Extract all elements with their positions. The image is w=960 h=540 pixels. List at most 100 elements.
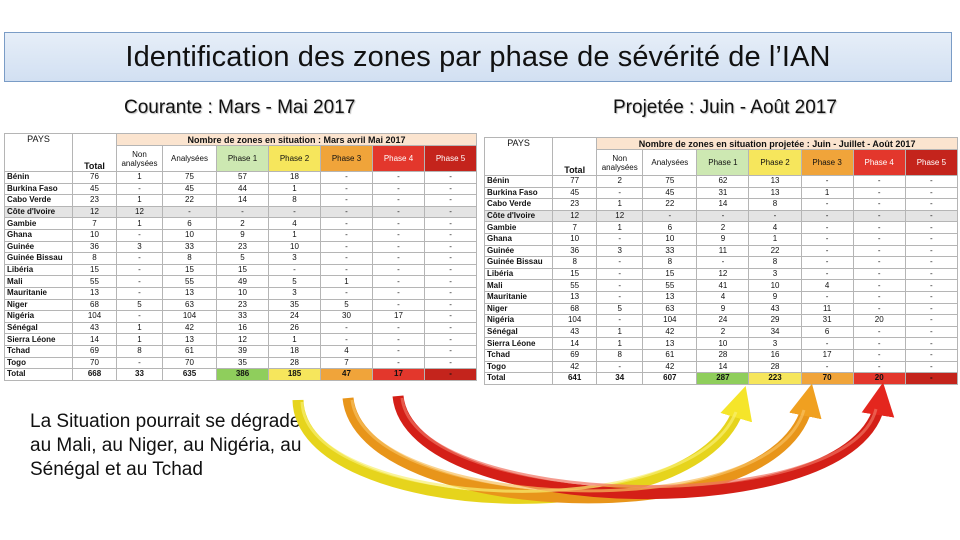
cell-value: - — [423, 182, 478, 196]
cell-value: 13 — [748, 186, 802, 200]
country-name: Guinée — [4, 240, 73, 254]
cell-value: 23 — [72, 194, 117, 207]
cell-value: - — [423, 217, 478, 230]
country-name: Ghana — [483, 232, 554, 246]
arrow-phase2 — [292, 386, 753, 504]
cell-value: - — [904, 198, 959, 211]
table-row: Burkina Faso 45-45 44 1- - - — [4, 182, 478, 196]
cell-value: - — [904, 232, 959, 246]
cell-value: - — [423, 205, 478, 219]
table-row: Mauritanie 13-13 4 9- - - — [483, 290, 959, 304]
table-row: Cabo Verde 23 1 22 14 8- - - — [4, 194, 478, 207]
cell-value: - — [320, 194, 373, 207]
cell-value: 1 — [596, 221, 644, 234]
total-value: - — [904, 372, 959, 385]
total-value: - — [423, 368, 478, 381]
cell-value: - — [423, 194, 478, 207]
table-row: Nigéria 104-104 24 29 31 20- — [483, 314, 959, 327]
cell-value: 57 — [216, 171, 269, 184]
cell-value: 8 — [748, 198, 802, 211]
table-row: Côte d'Ivoire 12 12- - - - - - — [483, 209, 959, 223]
cell-value: - — [642, 209, 698, 223]
cell-value: - — [372, 205, 425, 219]
cell-value: - — [800, 232, 854, 246]
table-row: Gambie 7 1 6 2 4- - - — [4, 217, 478, 230]
country-name: Gambie — [4, 217, 73, 230]
cell-value: - — [320, 217, 373, 230]
super-header: Nombre de zones en situation : Mars avri… — [115, 133, 478, 146]
table-current: PAYS Total Nombre de zones en situation : … — [4, 133, 478, 381]
cell-value: - — [372, 194, 425, 207]
cell-value: 12 — [72, 205, 117, 219]
cell-value: 18 — [268, 171, 321, 184]
total-value: 185 — [268, 368, 321, 381]
cell-value: - — [116, 182, 163, 196]
country-name: Cabo Verde — [4, 194, 73, 207]
cell-value: 77 — [552, 175, 598, 188]
country-name: Côte d'Ivoire — [483, 209, 554, 223]
col-header-analysees: Analysées — [642, 149, 698, 176]
col-header-p4: Phase 4 — [852, 149, 906, 176]
cell-value: 3 — [116, 240, 163, 254]
total-value: 47 — [320, 368, 373, 381]
col-header-p3: Phase 3 — [320, 145, 373, 172]
cell-value: 12 — [552, 209, 598, 223]
col-header-pays: PAYS — [483, 137, 554, 176]
cell-value: - — [423, 228, 478, 242]
table-row: Burkina Faso 45-45 31 13 1- - — [483, 186, 959, 200]
cell-value: 44 — [216, 182, 269, 196]
cell-value: - — [852, 221, 906, 234]
title-banner: Identification des zones par phase de sé… — [4, 32, 952, 82]
cell-value: - — [852, 198, 906, 211]
cell-value: - — [216, 205, 269, 219]
table-row: Libéria 15-15 12 3- - - — [483, 267, 959, 281]
table-row: Cabo Verde 23 1 22 14 8- - - — [483, 198, 959, 211]
cell-value: 13 — [748, 175, 802, 188]
total-value: 34 — [596, 372, 644, 385]
country-name: Burkina Faso — [483, 186, 554, 200]
table-row: Togo 70-70 35 28 7- - — [4, 356, 478, 370]
table-row: Guinée 36 3 33 11 22- - - — [483, 244, 959, 258]
cell-value: - — [800, 175, 854, 188]
cell-value: - — [904, 175, 959, 188]
total-value: 386 — [216, 368, 269, 381]
cell-value: 45 — [552, 186, 598, 200]
table-row: Guinée 36 3 33 23 10- - - — [4, 240, 478, 254]
col-header-total: Total — [552, 137, 598, 176]
col-header-p1: Phase 1 — [216, 145, 269, 172]
col-header-p2: Phase 2 — [748, 149, 802, 176]
cell-value: - — [423, 171, 478, 184]
table-row: Bénin 77 2 75 62 13- - - — [483, 175, 959, 188]
cell-value: 10 — [552, 232, 598, 246]
cell-value: - — [423, 240, 478, 254]
total-row: Total 668 33 635 386 185 47 17- — [4, 368, 478, 381]
cell-value: - — [904, 221, 959, 234]
total-value: 70 — [800, 372, 854, 385]
cell-value: 8 — [268, 194, 321, 207]
total-value: 641 — [552, 372, 598, 385]
country-name: Cabo Verde — [483, 198, 554, 211]
table-row: Ghana 10-10 9 1- - - — [483, 232, 959, 246]
arrow-phase4 — [392, 382, 895, 500]
table-row: Bénin 76 1 75 57 18- - - — [4, 171, 478, 184]
cell-value: 45 — [72, 182, 117, 196]
col-header-p2: Phase 2 — [268, 145, 321, 172]
cell-value: 9 — [216, 228, 269, 242]
cell-value: - — [904, 209, 959, 223]
table-row: Gambie 7 1 6 2 4- - - — [483, 221, 959, 234]
cell-value: - — [596, 232, 644, 246]
total-label: Total — [483, 372, 554, 385]
cell-value: 7 — [552, 221, 598, 234]
cell-value: 9 — [696, 232, 750, 246]
col-header-p4: Phase 4 — [372, 145, 425, 172]
table-row: Libéria 15-15 15- - - - — [4, 263, 478, 277]
cell-value: - — [904, 186, 959, 200]
cell-value: 14 — [696, 198, 750, 211]
col-header-non: Non analysées — [596, 149, 644, 176]
table-row: Ghana 10-10 9 1- - - — [4, 228, 478, 242]
cell-value: 1 — [116, 217, 163, 230]
col-header-p5: Phase 5 — [904, 149, 959, 176]
country-name: Gambie — [483, 221, 554, 234]
table-row: Sierra Léone 14 1 13 10 3- - - — [483, 337, 959, 350]
